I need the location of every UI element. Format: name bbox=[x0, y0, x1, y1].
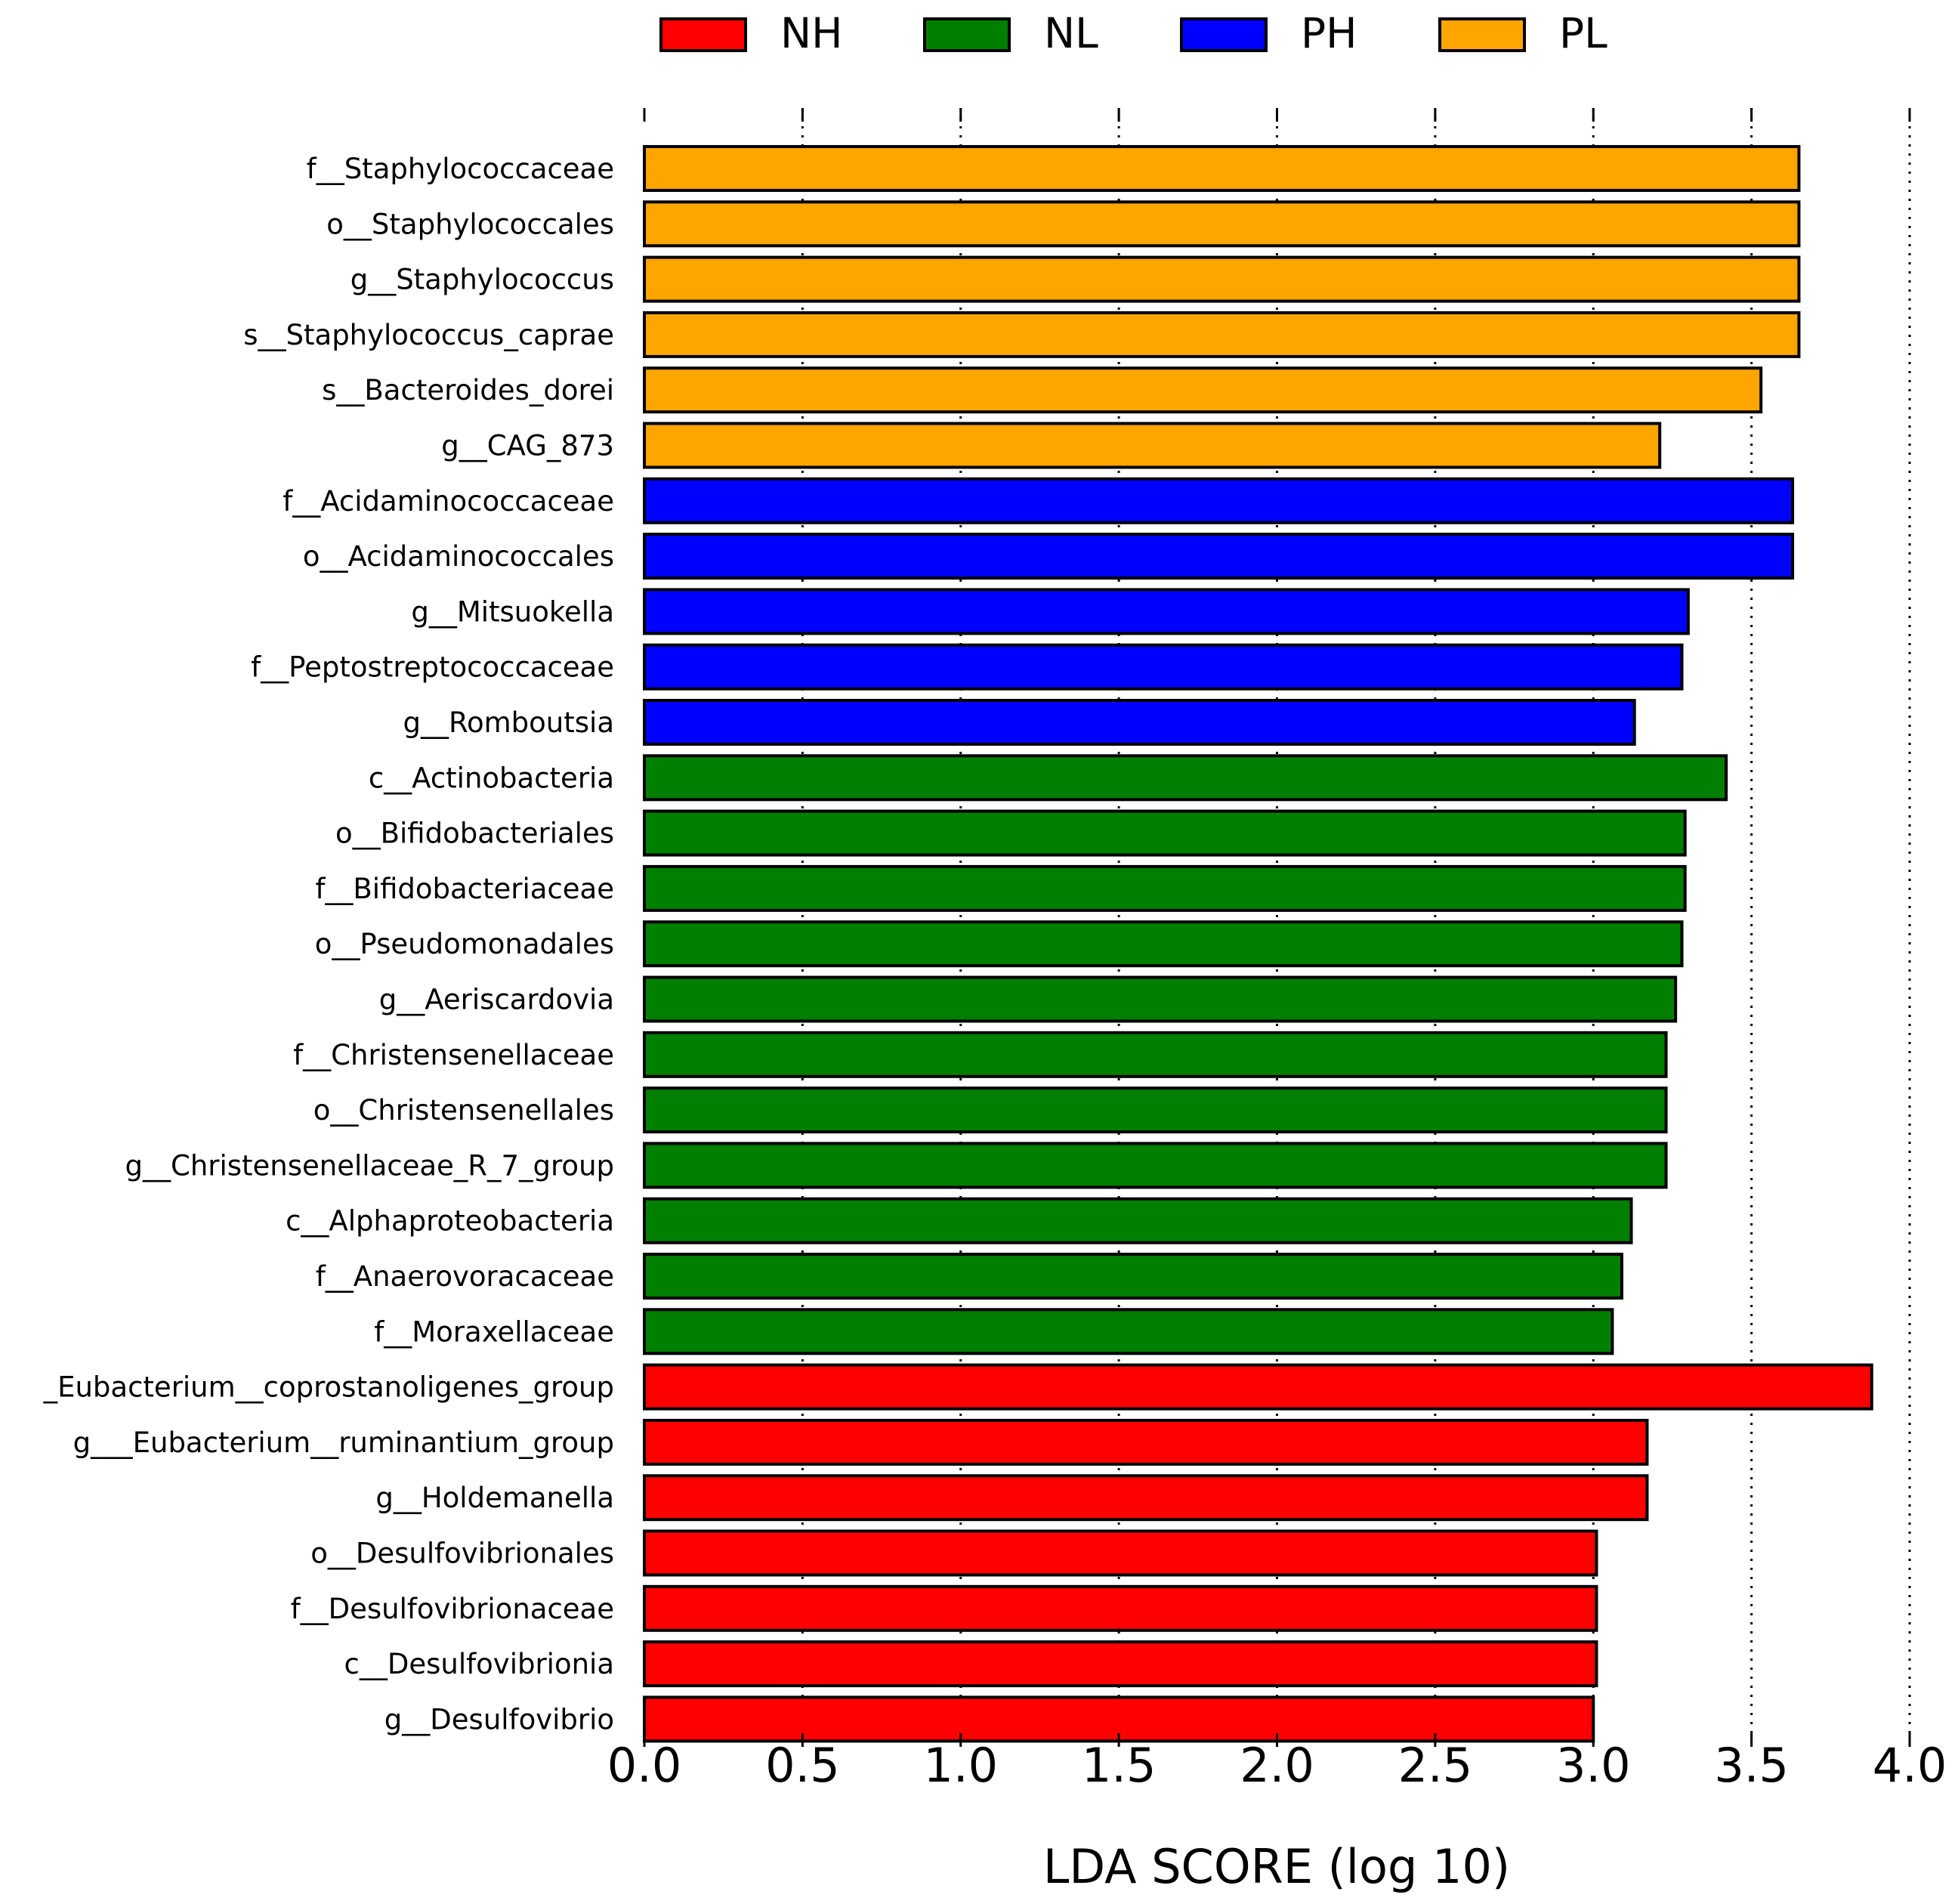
bar-label: c__Desulfovibrionia bbox=[344, 1648, 614, 1680]
bar bbox=[643, 1529, 1598, 1577]
bar bbox=[643, 975, 1678, 1023]
x-tick-label: 1.5 bbox=[1082, 1738, 1157, 1793]
x-tick-label: 2.5 bbox=[1398, 1738, 1473, 1793]
bar-layer bbox=[643, 145, 1873, 1743]
bar bbox=[643, 643, 1684, 691]
x-tick-label: 3.5 bbox=[1714, 1738, 1789, 1793]
x-tick-label: 3.0 bbox=[1556, 1738, 1631, 1793]
bar-label: f__Anaerovoracaceae bbox=[316, 1260, 614, 1293]
bar bbox=[643, 366, 1763, 414]
bar bbox=[643, 1308, 1614, 1355]
bar bbox=[643, 754, 1728, 802]
x-axis: 0.0 0.5 1.0 1.5 2.0 2.5 3.0 3.5 4.0 bbox=[607, 108, 1947, 1793]
legend-swatch bbox=[659, 17, 747, 52]
bar-label: f__Staphylococcaceae bbox=[307, 153, 614, 185]
bar bbox=[643, 200, 1801, 248]
bar bbox=[643, 1363, 1873, 1411]
bar bbox=[643, 809, 1687, 857]
legend-swatch bbox=[1180, 17, 1268, 52]
bar-label: s__Staphylococcus_caprae bbox=[243, 319, 614, 351]
bar-label: _Eubacterium__coprostanoligenes_group bbox=[43, 1371, 614, 1404]
legend-label: NL bbox=[1044, 9, 1098, 57]
bar bbox=[643, 864, 1687, 912]
bar-label: f__Christensenellaceae bbox=[293, 1039, 614, 1071]
bar bbox=[643, 145, 1801, 192]
bar bbox=[643, 255, 1801, 303]
bar-label: f__Acidaminococcaceae bbox=[283, 485, 614, 518]
bar-label: f__Bifidobacteriaceae bbox=[315, 873, 614, 905]
bar-label: g__Mitsuokella bbox=[411, 595, 614, 628]
bar-label: o__Christensenellales bbox=[313, 1094, 614, 1127]
bar bbox=[643, 533, 1795, 580]
x-tick-label: 0.5 bbox=[765, 1738, 840, 1793]
bar bbox=[643, 920, 1684, 968]
bar-label: c__Alphaproteobacteria bbox=[286, 1205, 614, 1238]
bar-label: g__Romboutsia bbox=[403, 706, 614, 739]
legend-swatch bbox=[923, 17, 1011, 52]
bar-label: f__Desulfovibrionaceae bbox=[291, 1593, 614, 1625]
bar-label: g__Holdemanella bbox=[375, 1482, 614, 1514]
bar-label: f__Peptostreptococcaceae bbox=[251, 651, 614, 684]
bar-label: g__CAG_873 bbox=[441, 430, 614, 462]
bar bbox=[643, 1640, 1598, 1688]
bar-label: c__Actinobacteria bbox=[369, 762, 614, 794]
bar-label: g__Staphylococcus bbox=[351, 264, 614, 296]
x-tick-label: 2.0 bbox=[1240, 1738, 1314, 1793]
legend-label: PL bbox=[1559, 9, 1607, 57]
bar bbox=[643, 1474, 1649, 1522]
bar bbox=[643, 1253, 1623, 1300]
legend-swatch bbox=[1438, 17, 1526, 52]
bar bbox=[643, 1584, 1598, 1632]
legend-label: NH bbox=[780, 9, 843, 57]
bar bbox=[643, 1197, 1633, 1244]
bar-label: g__Aeriscardovia bbox=[379, 984, 614, 1016]
bar-label: o__Acidaminococcales bbox=[303, 540, 614, 573]
bar-label: o__Pseudomonadales bbox=[315, 928, 614, 960]
bar bbox=[643, 1142, 1668, 1189]
x-tick-label: 0.0 bbox=[607, 1738, 682, 1793]
legend: NH NL PH PL bbox=[659, 9, 1607, 57]
bar-label: o__Staphylococcales bbox=[326, 208, 614, 240]
bar bbox=[643, 477, 1795, 524]
x-tick-label: 4.0 bbox=[1873, 1738, 1947, 1793]
bar-label: f__Moraxellaceae bbox=[374, 1315, 614, 1348]
bar bbox=[643, 422, 1662, 469]
bar bbox=[643, 311, 1801, 358]
label-layer: f__Staphylococcaceae o__Staphylococcalesg… bbox=[43, 153, 614, 1736]
bar-label: g__Christensenellaceae_R_7_group bbox=[125, 1149, 615, 1182]
legend-label: PH bbox=[1301, 9, 1357, 57]
bar-label: s__Bacteroides_dorei bbox=[322, 374, 614, 406]
bar-label: g___Eubacterium__ruminantium_group bbox=[73, 1426, 614, 1459]
x-tick-label: 1.0 bbox=[923, 1738, 998, 1793]
bar-label: g__Desulfovibrio bbox=[384, 1703, 614, 1736]
bar bbox=[643, 699, 1636, 746]
bar bbox=[643, 588, 1690, 635]
bar-label: o__Desulfovibrionales bbox=[310, 1538, 614, 1570]
bar bbox=[643, 1418, 1649, 1466]
bar bbox=[643, 1086, 1668, 1134]
x-axis-title: LDA SCORE (log 10) bbox=[1043, 1839, 1510, 1894]
bar-label: o__Bifidobacteriales bbox=[335, 818, 614, 850]
bar bbox=[643, 1031, 1668, 1078]
